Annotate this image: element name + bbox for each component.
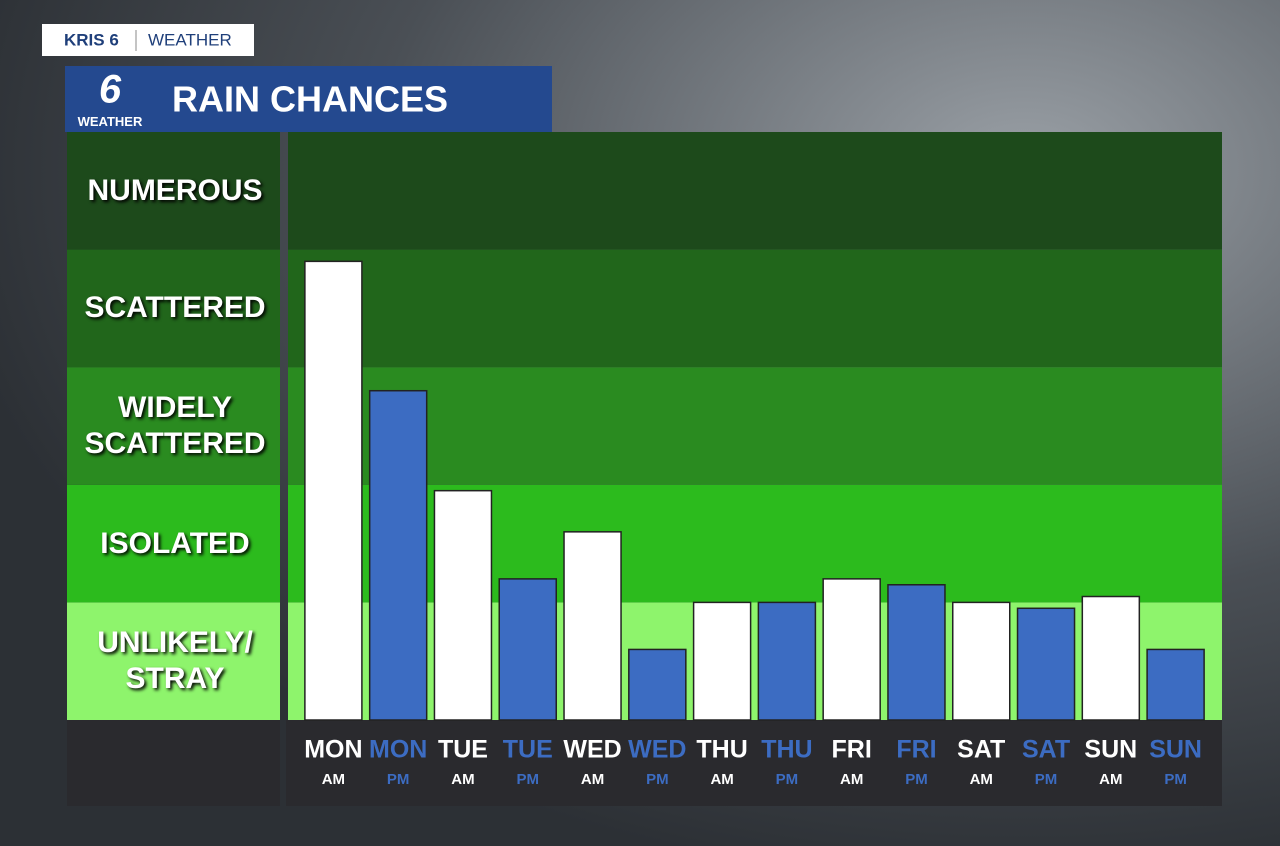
- x-tick-label: THU: [696, 736, 747, 764]
- x-tick-sublabel: PM: [387, 771, 410, 788]
- chart-title: RAIN CHANCES: [172, 79, 448, 120]
- x-tick-sublabel: AM: [322, 771, 345, 788]
- bar: [757, 601, 817, 721]
- bar: [563, 531, 622, 721]
- y-tick-label: UNLIKELY/ STRAY: [97, 626, 253, 696]
- bar: [1016, 607, 1076, 721]
- y-tick-label: NUMEROUS: [87, 173, 263, 207]
- x-tick-sublabel: AM: [840, 771, 863, 788]
- chart-band: [288, 132, 1222, 250]
- label-band: [67, 367, 280, 485]
- x-tick-label: TUE: [503, 736, 553, 764]
- x-tick-sublabel: PM: [517, 771, 540, 788]
- x-tick-sublabel: AM: [1099, 771, 1122, 788]
- label-band: [67, 249, 280, 368]
- x-tick-sublabel: AM: [451, 771, 474, 788]
- x-tick-label: THU: [761, 736, 812, 764]
- logo-number: 6: [99, 68, 122, 112]
- section: WEATHER: [148, 30, 232, 49]
- bar: [1081, 595, 1141, 721]
- brand-tag: [42, 24, 254, 56]
- x-tick-label: SUN: [1149, 736, 1202, 764]
- x-tick-sublabel: PM: [905, 771, 928, 788]
- x-tick-label: TUE: [438, 736, 488, 764]
- x-tick-sublabel: PM: [776, 771, 799, 788]
- x-tick-sublabel: AM: [970, 771, 993, 788]
- x-tick-label: WED: [563, 736, 621, 764]
- bar: [822, 578, 881, 721]
- logo-label: WEATHER: [78, 114, 143, 129]
- chart-band: [288, 484, 1222, 603]
- x-tick-sublabel: PM: [1035, 771, 1058, 788]
- brand: KRIS 6: [64, 30, 119, 49]
- x-tick-label: MON: [304, 736, 362, 764]
- x-tick-label: SAT: [957, 736, 1005, 764]
- y-tick-label: SCATTERED: [84, 291, 266, 325]
- chart-band: [288, 249, 1222, 368]
- label-band: [67, 484, 280, 603]
- bar: [304, 260, 363, 721]
- x-tick-sublabel: PM: [646, 771, 669, 788]
- bar: [1146, 648, 1205, 721]
- title-box: [65, 66, 552, 132]
- bar: [887, 584, 946, 721]
- bar: [692, 601, 752, 721]
- x-tick-label: WED: [628, 736, 686, 764]
- x-tick-sublabel: PM: [1164, 771, 1187, 788]
- bar: [498, 578, 558, 721]
- bar: [368, 389, 428, 721]
- bar: [433, 489, 493, 721]
- bar: [951, 601, 1011, 721]
- bar: [628, 648, 687, 721]
- x-tick-label: FRI: [832, 736, 872, 764]
- x-tick-label: SUN: [1084, 736, 1137, 764]
- x-tick-sublabel: AM: [710, 771, 733, 788]
- category-panel: [286, 720, 1222, 806]
- corner-panel: [67, 720, 280, 806]
- x-tick-label: FRI: [896, 736, 936, 764]
- chart-band: [288, 367, 1222, 485]
- label-band: [67, 132, 280, 250]
- x-tick-label: MON: [369, 736, 427, 764]
- x-tick-label: SAT: [1022, 736, 1070, 764]
- x-tick-sublabel: AM: [581, 771, 604, 788]
- label-band: [67, 602, 280, 720]
- y-tick-label: WIDELY SCATTERED: [84, 391, 266, 460]
- y-tick-label: ISOLATED: [100, 526, 250, 560]
